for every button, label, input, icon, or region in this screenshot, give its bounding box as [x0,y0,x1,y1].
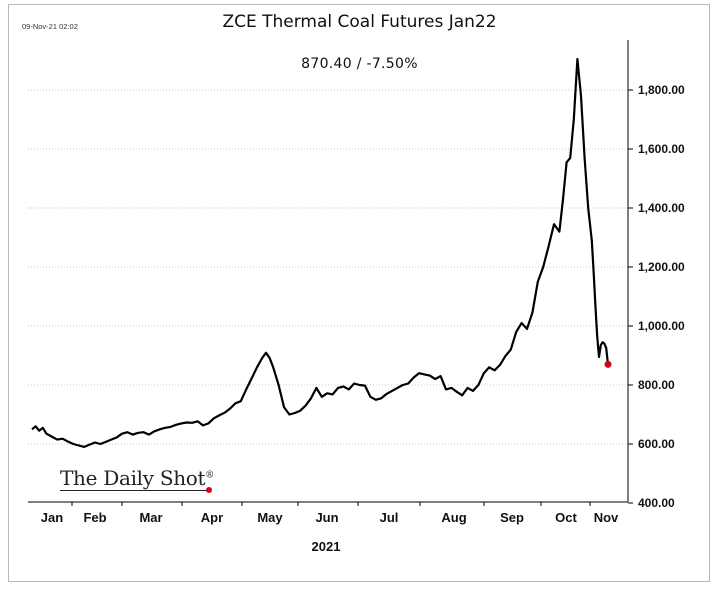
brand-underline [60,490,209,491]
brand-text: The Daily Shot [60,466,206,490]
x-tick-label: Nov [594,510,619,525]
x-tick-label: May [257,510,283,525]
x-tick-label: Mar [139,510,162,525]
chart-frame [8,4,710,582]
last-value-marker [604,360,612,368]
x-tick-label: Aug [441,510,466,525]
y-tick-label: 1,600.00 [638,142,685,156]
chart-title: ZCE Thermal Coal Futures Jan22 [222,12,497,32]
y-tick-label: 800.00 [638,378,675,392]
x-axis-label: 2021 [311,539,341,554]
x-tick-label: Feb [83,510,106,525]
series-line [31,57,610,448]
x-tick-label: Jun [315,510,338,525]
y-tick-label: 400.00 [638,496,675,510]
x-tick-label: Oct [555,510,577,525]
x-tick-label: Jul [380,510,399,525]
y-tick-label: 1,800.00 [638,83,685,97]
y-tick-label: 1,400.00 [638,201,685,215]
brand-logo: The Daily Shot® [60,466,214,490]
timestamp: 09-Nov-21 02:02 [22,22,78,31]
brand-dot [206,487,212,493]
y-tick-label: 1,200.00 [638,260,685,274]
chart-subtitle: 870.40 / -7.50% [301,56,418,72]
y-tick-label: 600.00 [638,437,675,451]
x-tick-label: Sep [500,510,524,525]
x-tick-label: Jan [41,510,63,525]
x-tick-label: Apr [201,510,223,525]
y-tick-label: 1,000.00 [638,319,685,333]
brand-mark: ® [205,470,214,481]
